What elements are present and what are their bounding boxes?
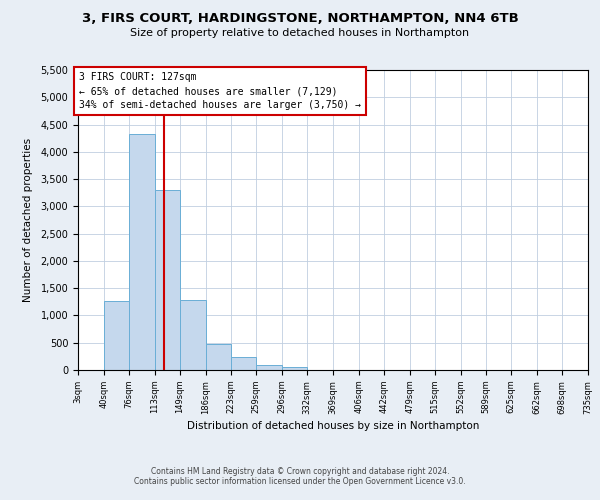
Text: 3, FIRS COURT, HARDINGSTONE, NORTHAMPTON, NN4 6TB: 3, FIRS COURT, HARDINGSTONE, NORTHAMPTON… <box>82 12 518 26</box>
Text: Size of property relative to detached houses in Northampton: Size of property relative to detached ho… <box>130 28 470 38</box>
X-axis label: Distribution of detached houses by size in Northampton: Distribution of detached houses by size … <box>187 420 479 430</box>
Bar <box>104 300 129 370</box>
Bar <box>231 358 256 370</box>
Bar <box>129 134 155 370</box>
Bar <box>180 300 205 370</box>
Text: Contains HM Land Registry data © Crown copyright and database right 2024.: Contains HM Land Registry data © Crown c… <box>151 467 449 476</box>
Text: Contains public sector information licensed under the Open Government Licence v3: Contains public sector information licen… <box>134 477 466 486</box>
Bar <box>282 367 307 370</box>
Bar <box>205 344 231 370</box>
Bar <box>155 190 180 370</box>
Y-axis label: Number of detached properties: Number of detached properties <box>23 138 34 302</box>
Bar <box>256 365 282 370</box>
Text: 3 FIRS COURT: 127sqm
← 65% of detached houses are smaller (7,129)
34% of semi-de: 3 FIRS COURT: 127sqm ← 65% of detached h… <box>79 72 361 110</box>
